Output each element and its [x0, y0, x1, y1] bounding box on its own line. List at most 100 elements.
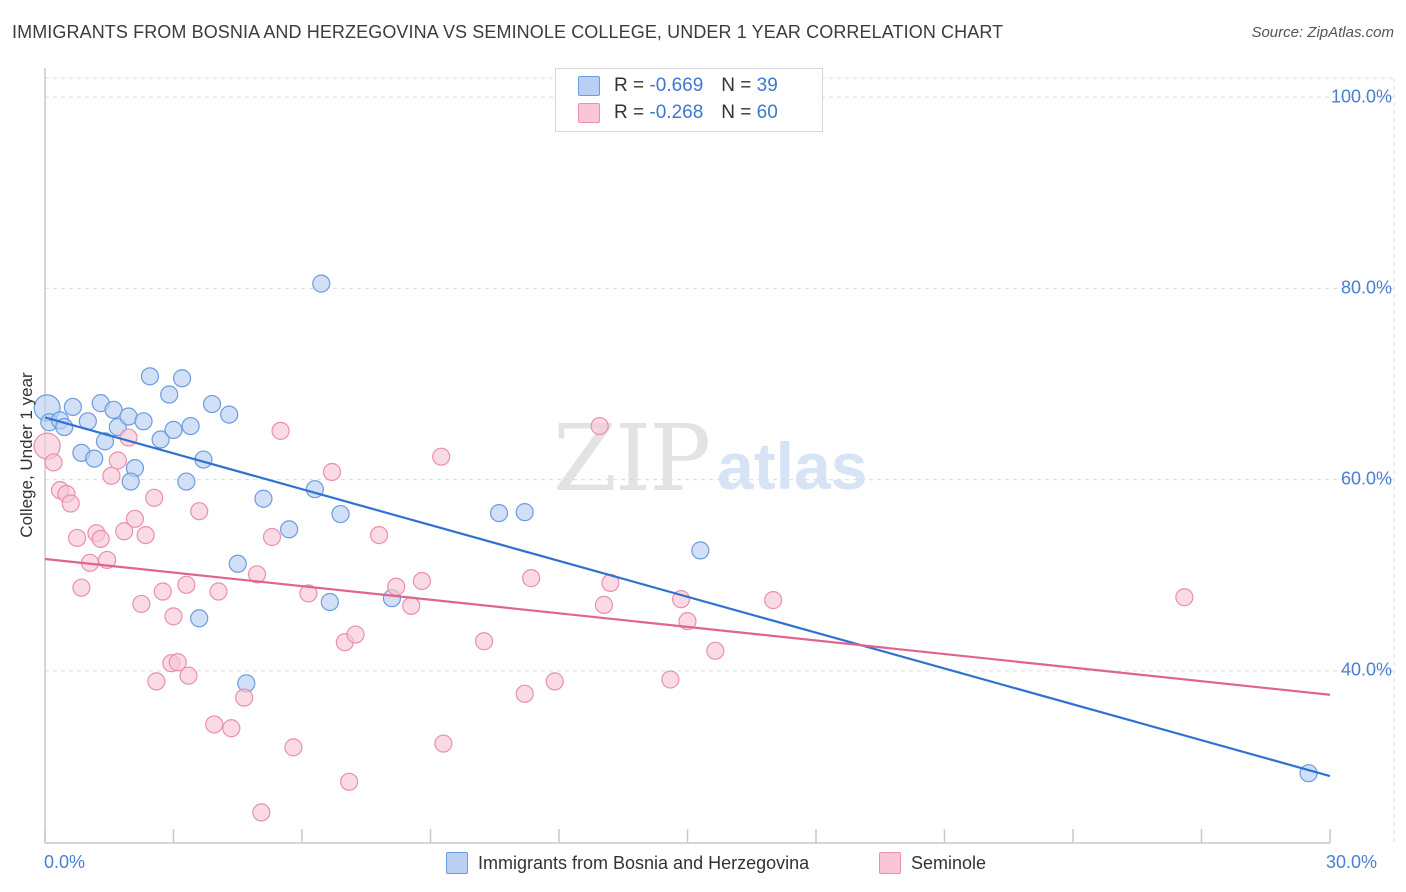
series-name-seminole: Seminole	[911, 852, 987, 873]
seminole-data-point	[44, 453, 63, 472]
seminole-data-point	[205, 715, 224, 734]
bosnia-data-point	[85, 449, 104, 468]
legend-r-label: R =	[614, 75, 645, 96]
seminole-data-point	[61, 494, 80, 513]
seminole-data-point	[235, 688, 254, 707]
bosnia-data-point	[312, 274, 331, 293]
bosnia-data-point	[104, 400, 123, 419]
seminole-data-point	[590, 416, 609, 436]
seminole-data-point	[1175, 588, 1194, 607]
y-axis-label: College, Under 1 year	[17, 372, 36, 538]
seminole-trend-line	[44, 557, 1331, 696]
seminole-data-point	[125, 509, 145, 528]
bosnia-data-point	[151, 430, 170, 449]
series-points-0	[33, 274, 1318, 783]
watermark-atlas: atlas	[717, 429, 868, 503]
seminole-data-point	[102, 466, 121, 485]
seminole-data-point	[247, 565, 267, 584]
bosnia-data-point	[280, 520, 299, 539]
legend-swatch-seminole	[578, 103, 600, 123]
seminole-data-point	[136, 525, 155, 545]
legend-swatch-bosnia	[578, 76, 600, 96]
bosnia-data-point	[515, 503, 534, 522]
seminole-data-point	[91, 529, 110, 549]
bosnia-data-point	[220, 405, 239, 424]
seminole-data-point	[209, 582, 228, 601]
seminole-data-point	[179, 666, 198, 685]
chart-title: IMMIGRANTS FROM BOSNIA AND HERZEGOVINA V…	[12, 22, 1004, 42]
y-tick-label-100: 100.0%	[1330, 86, 1392, 107]
bosnia-data-point	[140, 367, 160, 386]
seminole-data-point	[177, 575, 196, 594]
series-legend-seminole: Seminole	[879, 852, 986, 874]
seminole-data-point	[515, 684, 534, 703]
seminole-data-point	[72, 578, 91, 597]
seminole-data-point	[168, 653, 187, 672]
bosnia-data-point	[691, 541, 710, 560]
seminole-data-point	[474, 632, 494, 651]
legend-r-value: -0.268	[649, 102, 704, 123]
seminole-data-point	[271, 421, 290, 440]
seminole-data-point	[545, 672, 564, 691]
seminole-data-point	[370, 525, 389, 545]
bosnia-data-point	[119, 407, 138, 426]
seminole-data-point	[299, 584, 318, 603]
seminole-data-point	[147, 672, 166, 691]
source-label: Source: ZipAtlas.com	[1251, 24, 1394, 41]
bosnia-data-point	[121, 472, 140, 491]
series-legend-bosnia: Immigrants from Bosnia and Herzegovina	[446, 852, 809, 874]
seminole-data-point	[252, 803, 271, 822]
seminole-data-point	[764, 591, 783, 610]
seminole-data-point	[522, 569, 541, 588]
series-points-1	[33, 416, 1194, 822]
legend-n-value: 39	[756, 75, 778, 96]
bosnia-data-point	[489, 503, 509, 523]
seminole-data-point	[706, 641, 725, 660]
watermark-zip: ZIP	[553, 405, 711, 512]
seminole-data-point	[284, 738, 303, 757]
seminole-data-point	[402, 596, 421, 615]
seminole-data-point	[108, 451, 127, 470]
bosnia-data-point	[202, 394, 222, 414]
bosnia-data-point	[95, 432, 115, 451]
seminole-data-point	[262, 527, 282, 547]
stats-legend: R = -0.669 N = 39 R = -0.268 N = 60	[555, 68, 823, 132]
legend-r-value: -0.669	[649, 75, 704, 96]
y-tick-label-60: 60.0%	[1340, 468, 1392, 489]
seminole-data-point	[153, 582, 172, 601]
bosnia-trend-line	[44, 416, 1331, 778]
bosnia-data-point	[63, 397, 82, 417]
seminole-data-point	[322, 462, 342, 482]
series-swatch-bosnia	[446, 852, 468, 874]
seminole-data-point	[222, 719, 241, 738]
bosnia-data-point	[172, 369, 192, 388]
series-name-bosnia: Immigrants from Bosnia and Herzegovina	[478, 852, 810, 873]
x-tick-label-max: 30.0%	[1326, 852, 1378, 872]
seminole-data-point	[145, 488, 164, 507]
seminole-data-point	[132, 594, 151, 614]
series-swatch-seminole	[879, 852, 901, 874]
legend-row-seminole: R = -0.268 N = 60	[578, 100, 778, 126]
bosnia-data-point	[190, 609, 209, 628]
seminole-data-point	[346, 625, 365, 644]
bosnia-data-point	[181, 416, 200, 436]
legend-n-value: 60	[756, 102, 778, 123]
seminole-data-point	[68, 528, 87, 548]
legend-n-label: N =	[721, 75, 752, 96]
bosnia-data-point	[134, 412, 153, 431]
seminole-data-point	[115, 522, 134, 541]
legend-n-label: N =	[721, 102, 752, 123]
seminole-data-point	[340, 772, 359, 791]
bosnia-data-point	[177, 472, 196, 491]
x-tick-label-min: 0.0%	[44, 852, 86, 872]
seminole-data-point	[432, 447, 451, 466]
bosnia-data-point	[320, 592, 339, 612]
seminole-data-point	[434, 734, 453, 753]
seminole-data-point	[594, 595, 614, 614]
legend-row-bosnia: R = -0.669 N = 39	[578, 73, 778, 99]
y-tick-label-40: 40.0%	[1340, 659, 1392, 680]
bosnia-data-point	[160, 385, 179, 404]
bosnia-data-point	[254, 489, 273, 508]
seminole-data-point	[164, 607, 183, 626]
